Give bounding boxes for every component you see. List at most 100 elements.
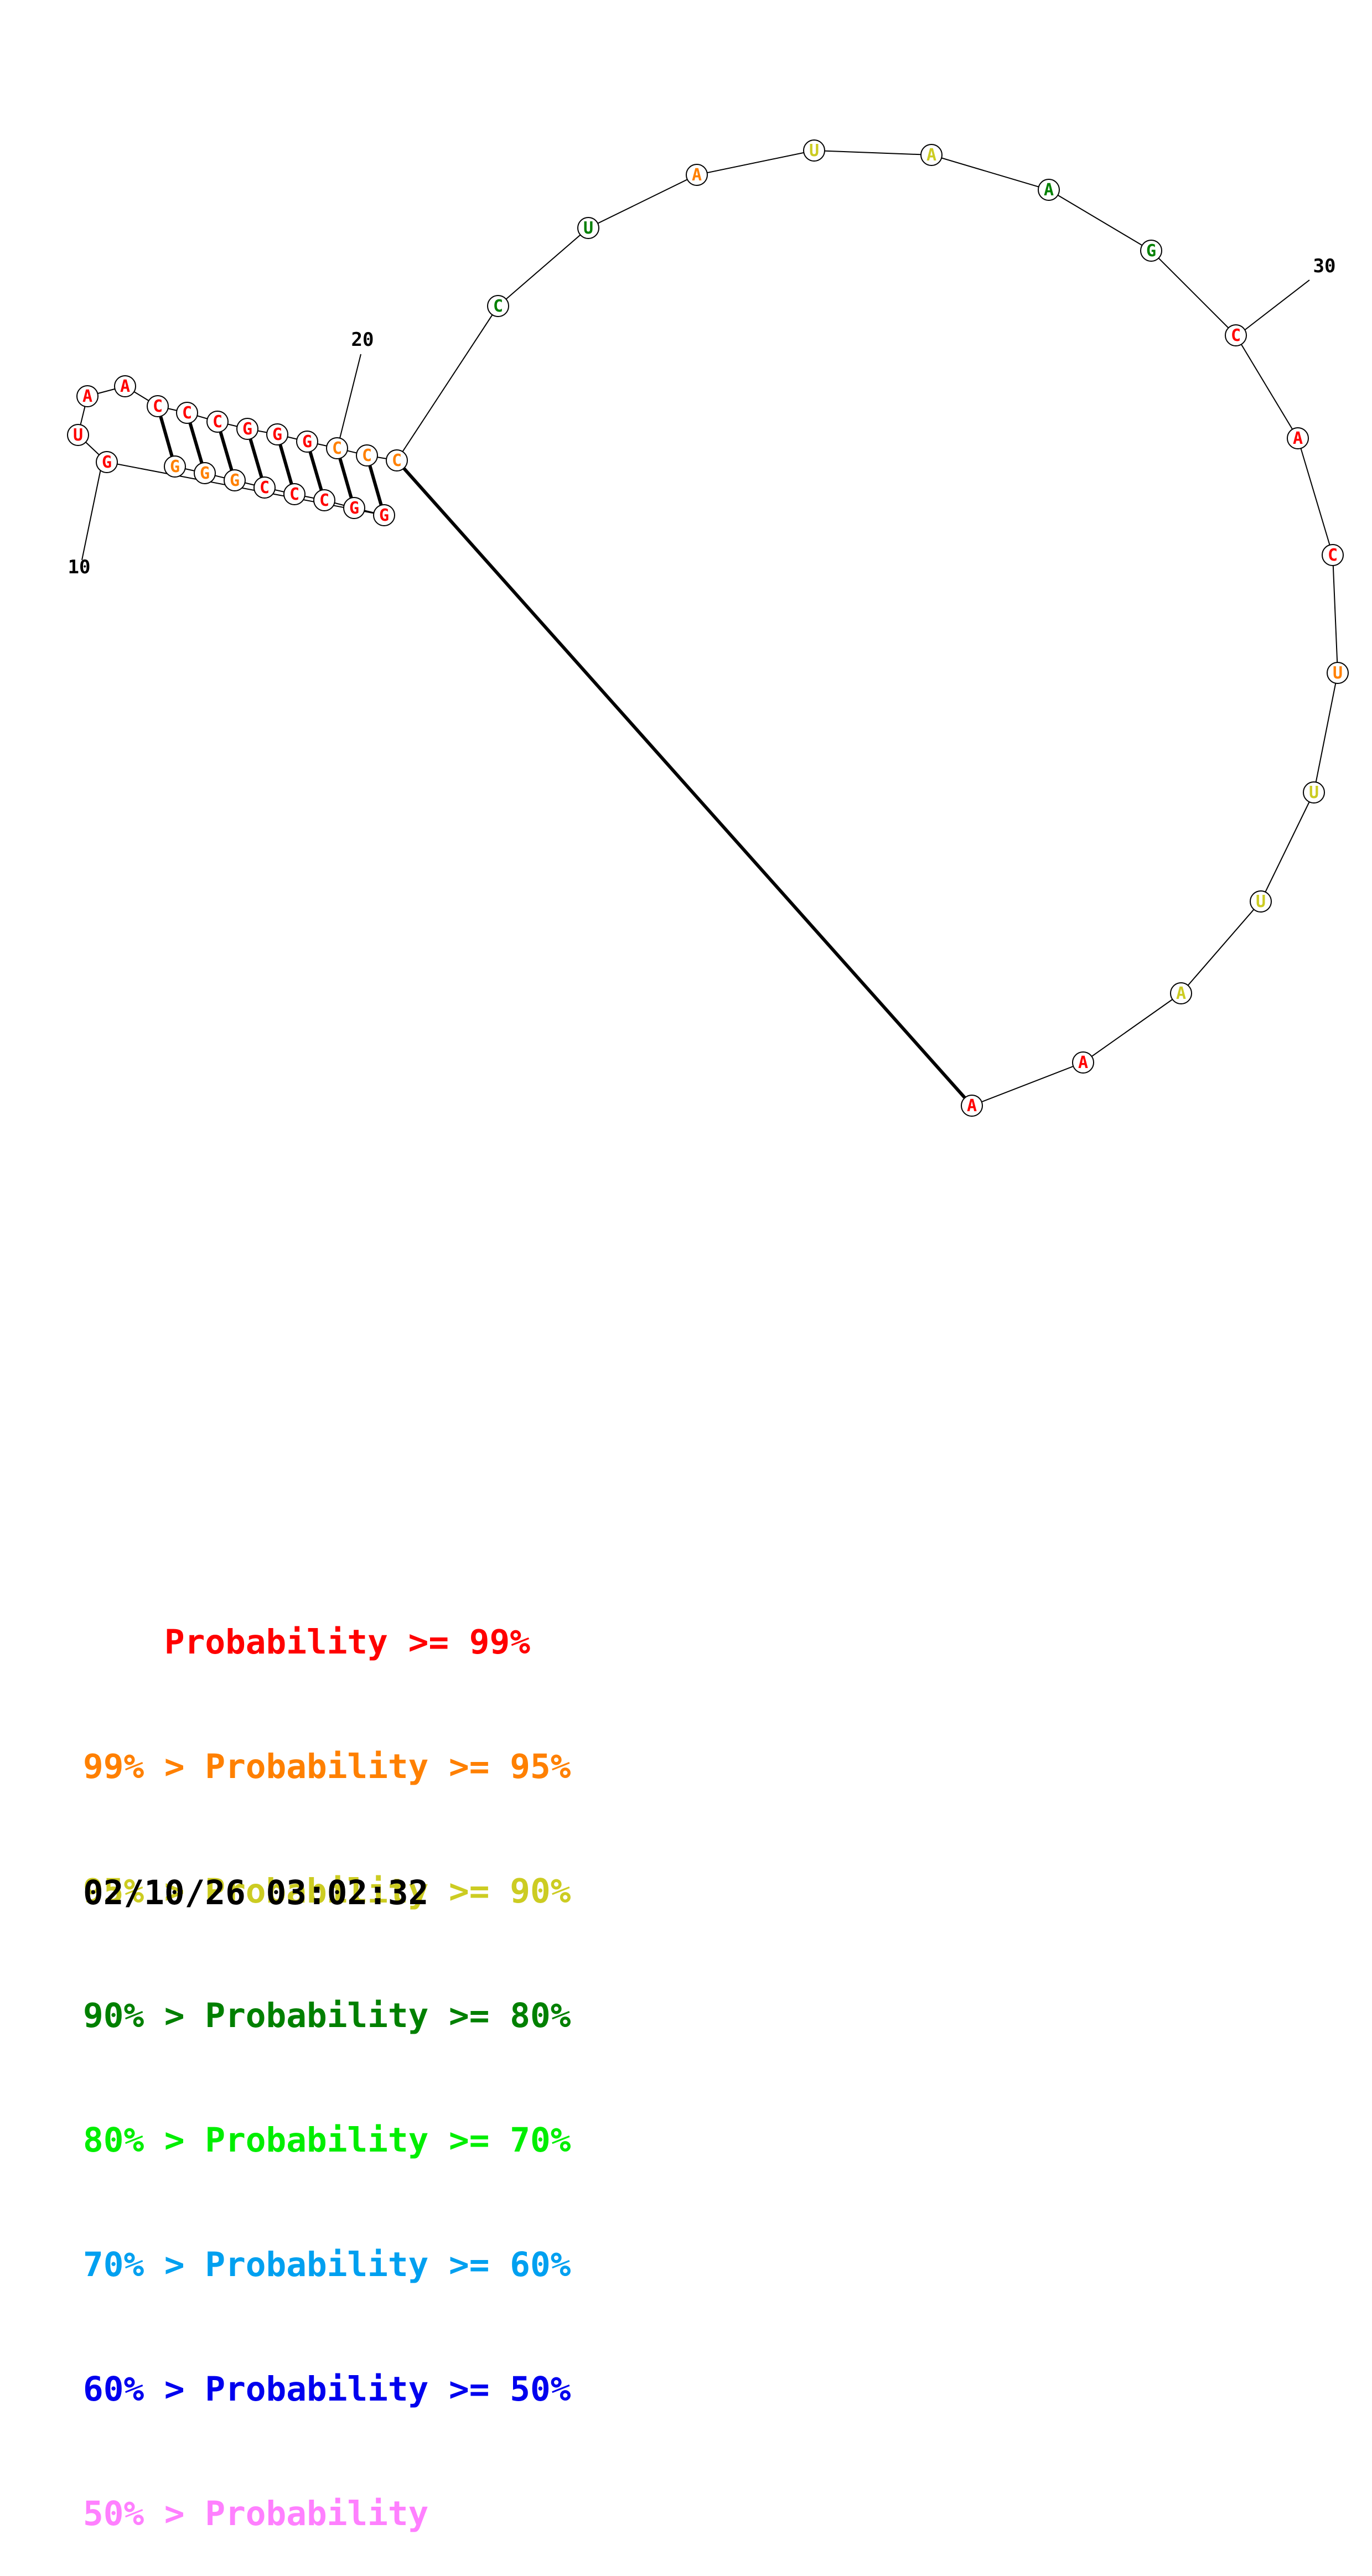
nucleotide-base: C <box>153 397 163 416</box>
base-pair-bond <box>395 459 974 1107</box>
legend-row: 50% > Probability <box>83 2493 571 2534</box>
nucleotide: G <box>236 418 258 440</box>
legend-row: 80% > Probability >= 70% <box>83 2119 571 2161</box>
nucleotide-circle <box>386 449 408 471</box>
nucleotide-base: C <box>362 446 372 465</box>
timestamp: 02/10/26 03:02:32 <box>83 1873 429 1912</box>
nucleotide: C <box>356 444 378 467</box>
nucleotide-base: A <box>1293 429 1303 448</box>
nucleotide: C <box>386 449 408 471</box>
nucleotide-circle <box>326 437 348 459</box>
legend-entry-95-99: 99% > Probability >= 95% <box>83 1747 571 1786</box>
nucleotide: G <box>343 497 365 519</box>
nucleotide-base: C <box>1231 326 1241 345</box>
position-labels: 10 20 30 <box>68 255 1336 578</box>
nucleotide-circle <box>164 455 186 478</box>
nucleotide-base: A <box>1044 180 1054 200</box>
nucleotide-base: A <box>82 387 92 406</box>
legend-row: 95% > Probability >= 90% <box>83 1870 571 1912</box>
nucleotide-base: C <box>319 491 329 510</box>
backbone-line <box>77 149 1339 1106</box>
nucleotide: G <box>164 455 186 478</box>
nucleotide-base: A <box>926 146 936 165</box>
nucleotide-circle <box>1250 890 1272 913</box>
nucleotide-circle <box>961 1095 983 1117</box>
legend-row: 99% > Probability >= 95% <box>83 1746 571 1787</box>
nucleotide: A <box>1072 1051 1094 1074</box>
nucleotide-circle <box>1327 662 1349 684</box>
nucleotide-base: U <box>1256 892 1266 911</box>
nucleotide-base: G <box>230 471 240 490</box>
nucleotide: C <box>487 295 509 317</box>
nucleotide-base: G <box>302 432 312 452</box>
nucleotide: C <box>206 411 229 433</box>
nucleotide-circle <box>206 411 229 433</box>
nucleotide: A <box>920 144 943 166</box>
nucleotide: C <box>176 402 198 424</box>
nucleotide-circle <box>147 395 169 417</box>
nucleotide: U <box>67 424 89 446</box>
nucleotide-base: C <box>289 485 299 504</box>
nucleotide: U <box>1327 662 1349 684</box>
nucleotide-base: G <box>242 419 252 439</box>
nucleotide-base: G <box>200 464 210 483</box>
position-tick <box>1241 279 1310 333</box>
nucleotide-circle <box>1322 544 1344 566</box>
nucleotide-circle <box>487 295 509 317</box>
nucleotide-base: G <box>102 453 112 472</box>
nucleotide: U <box>1250 890 1272 913</box>
position-label: 20 <box>351 329 374 351</box>
nucleotide-base: G <box>170 457 180 476</box>
nucleotide-circle <box>236 418 258 440</box>
nucleotide: G <box>373 504 395 526</box>
nucleotide-circle <box>803 139 825 162</box>
nucleotide-base: C <box>1328 546 1338 565</box>
nucleotide-base: A <box>692 165 702 185</box>
nucleotide: U <box>577 217 599 239</box>
nucleotide-circle <box>1038 179 1060 201</box>
nucleotide: A <box>76 385 99 407</box>
legend-entry-70-80: 80% > Probability >= 70% <box>83 2121 571 2160</box>
legend-entry-lt50: 50% > Probability <box>83 2494 429 2533</box>
nucleotide: A <box>114 375 136 397</box>
nucleotide-circle <box>920 144 943 166</box>
nucleotide-base: G <box>272 425 282 444</box>
position-label: 30 <box>1313 255 1336 277</box>
nucleotide-circle <box>343 497 365 519</box>
nucleotide-circle <box>283 483 306 505</box>
nucleotide: C <box>283 483 306 505</box>
legend-row: 70% > Probability >= 60% <box>83 2244 571 2285</box>
nucleotide-base: U <box>809 141 819 160</box>
legend-entry-60-70: 70% > Probability >= 60% <box>83 2245 571 2284</box>
nucleotide-circle <box>76 385 99 407</box>
base-pair-bonds <box>156 406 974 1107</box>
nucleotide-base: G <box>379 506 389 525</box>
nucleotide-circle <box>1287 427 1309 449</box>
position-tick <box>81 466 102 561</box>
nucleotide-circle <box>296 431 318 453</box>
legend-entry-50-60: 60% > Probability >= 50% <box>83 2370 571 2409</box>
nucleotide-circle <box>266 423 288 445</box>
nucleotide-circle <box>313 489 335 511</box>
nucleotide: G <box>296 431 318 453</box>
nucleotide-circle <box>356 444 378 467</box>
nucleotide: A <box>686 164 708 186</box>
nucleotide-base: G <box>349 499 359 518</box>
nucleotide-circle <box>373 504 395 526</box>
nucleotide-circle <box>96 451 118 473</box>
nucleotide-base: C <box>213 412 222 432</box>
nucleotide-base: A <box>967 1096 977 1116</box>
position-tick <box>338 354 361 443</box>
nucleotide-base: C <box>493 297 503 316</box>
nucleotide-base: A <box>1176 984 1186 1003</box>
position-label: 10 <box>68 556 91 578</box>
nucleotide: C <box>1322 544 1344 566</box>
nucleotide: U <box>1303 781 1325 804</box>
nucleotide-base: C <box>392 451 402 470</box>
nucleotide-base: U <box>73 426 83 445</box>
nucleotide: G <box>96 451 118 473</box>
nucleotide-circle <box>1072 1051 1094 1074</box>
probability-legend: Probability >= 99% 99% > Probability >= … <box>83 1538 571 2576</box>
